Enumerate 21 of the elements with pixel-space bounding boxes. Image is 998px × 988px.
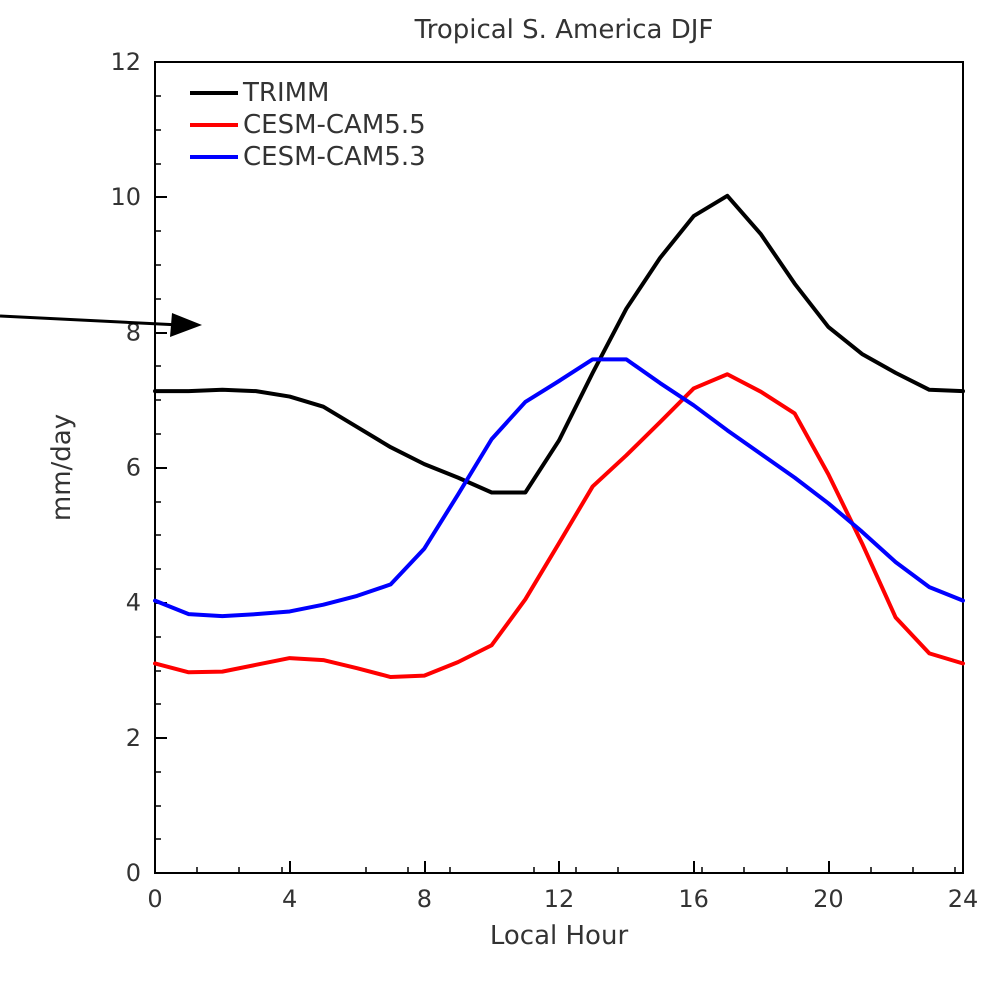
- x-axis-title: Local Hour: [490, 921, 628, 951]
- x-tick-label: 8: [416, 885, 432, 913]
- x-tick-label: 20: [813, 885, 844, 913]
- x-tick-label: 16: [678, 885, 709, 913]
- y-tick-label: 10: [110, 183, 141, 212]
- y-tick-label: 0: [126, 859, 141, 887]
- line-series: [153, 372, 965, 680]
- y-tick-label: 12: [110, 48, 141, 76]
- x-tick-label: 12: [544, 885, 574, 913]
- y-tick-label: 6: [126, 454, 141, 482]
- legend-label: CESM-CAM5.3: [243, 142, 426, 172]
- legend-label: CESM-CAM5.5: [243, 110, 426, 140]
- x-tick-label: 24: [948, 885, 978, 913]
- line-series: [153, 357, 965, 618]
- x-tick-label: 0: [147, 885, 163, 913]
- y-tick-label: 2: [126, 724, 141, 752]
- y-axis-title: mm/day: [47, 414, 77, 522]
- y-tick-label: 4: [126, 588, 141, 617]
- legend-label: TRIMM: [242, 78, 330, 108]
- x-tick-label: 4: [282, 885, 298, 913]
- chart-title: Tropical S. America DJF: [414, 15, 714, 45]
